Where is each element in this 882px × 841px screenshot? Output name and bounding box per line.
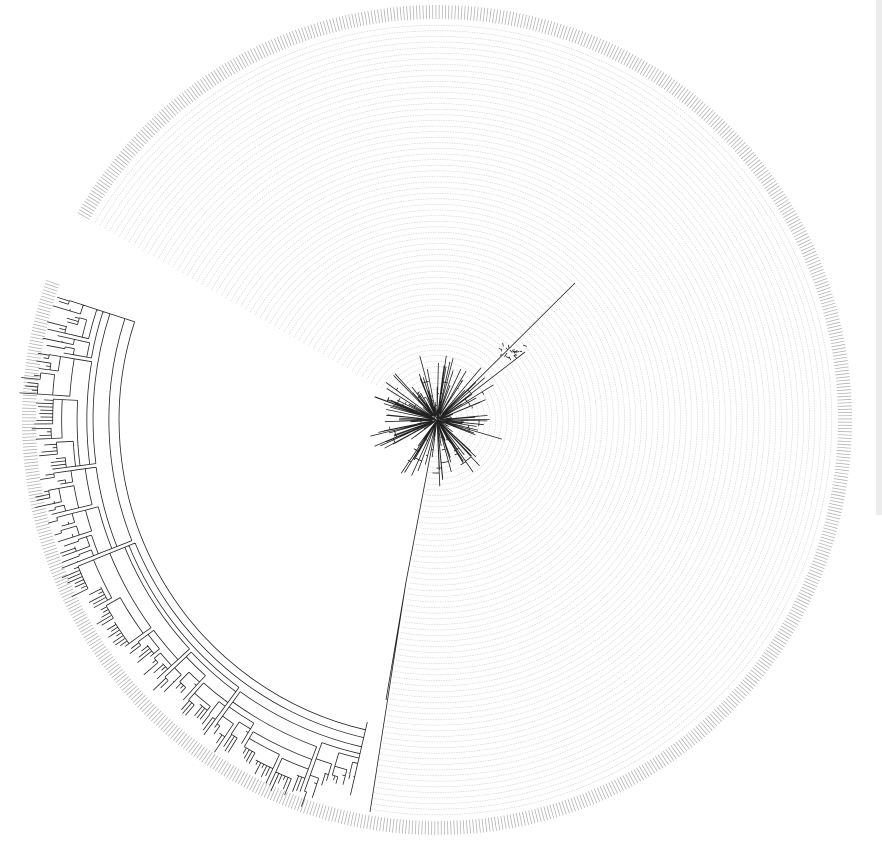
ring-ticks	[21, 4, 853, 836]
guide-ring	[414, 394, 463, 446]
guide-ring	[405, 383, 474, 457]
guide-ring	[308, 271, 586, 569]
guide-ring	[313, 276, 581, 564]
guide-ring	[186, 131, 726, 709]
guide-ring	[104, 36, 821, 804]
guide-ring	[380, 355, 502, 485]
guide-ring	[283, 243, 614, 597]
guide-ring	[274, 232, 625, 608]
guide-ring	[157, 97, 760, 743]
guide-ring	[347, 316, 541, 524]
guide-ring	[172, 114, 743, 726]
guide-ring	[235, 187, 670, 653]
guide-ring	[177, 120, 737, 720]
guide-ring	[327, 293, 564, 547]
guide-ring	[419, 400, 457, 440]
guide-ring	[230, 181, 676, 659]
guide-ring	[240, 192, 665, 648]
guide-ring	[356, 327, 530, 513]
guide-ring	[395, 372, 485, 468]
guide-ring	[94, 24, 833, 816]
guide-ring	[162, 103, 754, 737]
guide-ring	[351, 321, 536, 519]
guide-ring	[191, 136, 721, 704]
guide-ring	[182, 125, 732, 715]
guide-ring	[143, 80, 777, 760]
guide-ring	[259, 215, 642, 625]
guide-ring	[322, 288, 569, 552]
guide-ring	[201, 148, 709, 692]
guide-ring	[400, 377, 480, 463]
guide-ring	[245, 198, 659, 642]
guide-rings	[94, 24, 833, 816]
guide-ring	[254, 209, 648, 631]
guide-ring	[250, 204, 653, 636]
guide-ring	[211, 159, 698, 681]
guide-ring	[298, 260, 597, 580]
guide-ring	[138, 75, 782, 765]
guide-ring	[220, 170, 687, 670]
guide-ring	[99, 30, 827, 810]
guide-ring	[376, 349, 508, 491]
guide-ring	[153, 92, 765, 748]
guide-ring	[264, 220, 636, 620]
guide-ring	[133, 69, 788, 771]
guide-ring	[196, 142, 715, 698]
outer-ring	[21, 4, 853, 836]
guide-ring	[279, 237, 620, 603]
guide-ring	[114, 47, 810, 793]
branches	[19, 282, 576, 813]
guide-ring	[342, 310, 547, 530]
guide-ring	[332, 299, 558, 541]
guide-ring	[109, 41, 816, 799]
tree-branches	[19, 282, 576, 813]
guide-ring	[361, 332, 524, 508]
side-panel-edge	[876, 0, 882, 515]
guide-ring	[216, 164, 692, 676]
guide-ring	[385, 360, 497, 480]
guide-ring	[293, 254, 603, 586]
guide-ring	[148, 86, 771, 754]
guide-ring	[303, 265, 592, 575]
guide-ring	[371, 344, 513, 496]
guide-ring	[269, 226, 631, 614]
guide-ring	[390, 366, 491, 474]
guide-ring	[317, 282, 575, 558]
guide-ring	[128, 64, 793, 776]
guide-ring	[119, 52, 805, 788]
guide-ring	[167, 108, 749, 732]
guide-ring	[225, 176, 681, 664]
